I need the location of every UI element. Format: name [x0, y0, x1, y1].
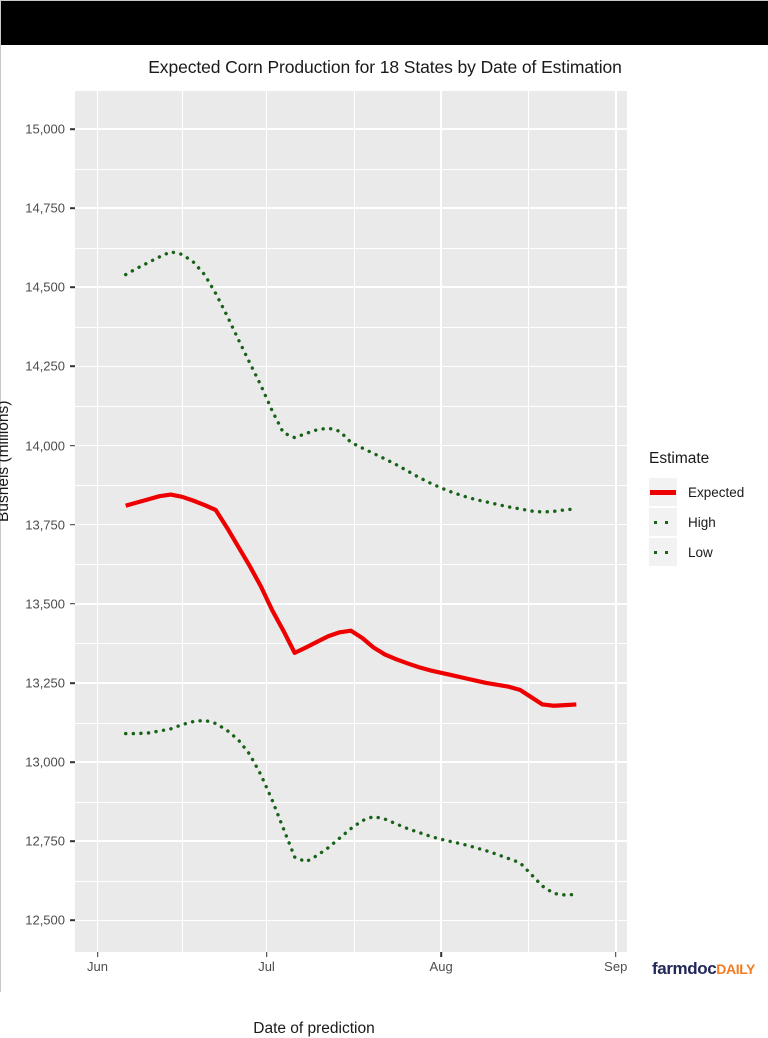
gridline-horizontal-major	[75, 128, 627, 130]
legend-item-low[interactable]: Low	[649, 537, 767, 567]
y-axis-tick-label: 13,250	[25, 675, 65, 691]
y-axis-tick-mark	[70, 207, 75, 209]
y-axis-tick-mark	[70, 128, 75, 130]
gridline-vertical-major	[265, 91, 268, 952]
gridline-vertical-minor	[182, 91, 184, 952]
y-axis-tick-mark	[70, 444, 75, 447]
top-black-bar	[1, 1, 768, 45]
gridline-horizontal-major	[75, 603, 627, 605]
chart-figure: Expected Corn Production for 18 States b…	[0, 45, 768, 1037]
legend-key-swatch	[649, 478, 677, 506]
y-axis-tick-mark	[70, 840, 75, 842]
legend-dot	[654, 520, 657, 524]
legend-items: Expected High Low	[649, 477, 767, 567]
gridline-horizontal-major	[75, 840, 627, 842]
x-axis-tick-label: Sep	[604, 959, 628, 974]
y-axis-tick-label: 12,500	[25, 912, 65, 928]
x-axis-tick-label: Jun	[87, 959, 108, 974]
gridline-vertical-major	[614, 91, 617, 952]
gridline-horizontal-minor	[75, 326, 627, 328]
legend-dot	[665, 520, 668, 524]
plot-lines	[123, 250, 579, 897]
gridline-horizontal-minor	[75, 643, 627, 645]
y-axis-tick-mark	[70, 286, 75, 289]
gridline-vertical-major	[440, 91, 442, 952]
x-axis-tick-label: Jul	[258, 959, 275, 974]
legend-key-swatch	[649, 508, 677, 536]
gridline-horizontal-major	[75, 365, 627, 368]
gridline-horizontal-major	[75, 286, 627, 289]
gridline-horizontal-minor	[75, 880, 627, 882]
y-axis-tick-label: 14,250	[25, 358, 65, 374]
y-axis-tick-mark	[70, 761, 75, 763]
chart-title: Expected Corn Production for 18 States b…	[148, 57, 622, 77]
gridline-horizontal-minor	[75, 801, 627, 803]
y-axis-tick-mark	[70, 919, 75, 922]
x-axis-tick-mark	[440, 952, 442, 957]
gridline-horizontal-minor	[75, 564, 627, 566]
legend-dot	[665, 550, 668, 554]
y-axis-tick-label: 14,000	[25, 438, 65, 454]
series-line-expected	[125, 492, 577, 708]
gridline-horizontal-major	[75, 682, 627, 684]
gridline-horizontal-minor	[75, 405, 627, 407]
y-axis-tick-label: 12,750	[25, 833, 65, 849]
legend-title: Estimate	[649, 450, 710, 467]
y-axis-tick-mark	[70, 682, 75, 684]
gridline-vertical-minor	[528, 91, 530, 952]
x-axis-tick-mark	[614, 952, 617, 957]
y-axis-tick-label: 13,500	[25, 596, 65, 612]
y-axis-tick-mark	[70, 603, 75, 605]
gridline-horizontal-major	[75, 761, 627, 763]
logo-suffix-text: DAILY	[716, 961, 755, 977]
series-line-low	[123, 718, 579, 897]
x-axis-label: Date of prediction	[253, 1020, 375, 1037]
gridline-horizontal-major	[75, 444, 627, 447]
legend: Estimate Expected High Low	[649, 450, 767, 567]
legend-item-expected[interactable]: Expected	[649, 477, 767, 507]
y-axis-tick-label: 14,750	[25, 200, 65, 216]
farmdoc-daily-logo: farmdocDAILY	[652, 959, 755, 979]
legend-item-label: High	[688, 514, 716, 530]
legend-dot	[654, 550, 657, 554]
gridline-horizontal-minor	[75, 247, 627, 249]
gridline-horizontal-minor	[75, 168, 627, 170]
logo-main-text: farmdoc	[652, 959, 717, 978]
legend-item-label: Expected	[688, 484, 745, 500]
legend-solid-line-icon	[650, 490, 676, 495]
plot-panel	[75, 91, 627, 952]
gridline-horizontal-major	[75, 919, 627, 922]
y-axis-tick-label: 15,000	[25, 121, 65, 137]
legend-dotted-line-icon	[650, 550, 676, 554]
legend-item-high[interactable]: High	[649, 507, 767, 537]
legend-dotted-line-icon	[650, 520, 676, 524]
x-axis-tick-mark	[265, 952, 268, 957]
legend-item-label: Low	[688, 544, 713, 560]
y-axis-tick-label: 14,500	[25, 279, 65, 295]
gridline-horizontal-minor	[75, 722, 627, 724]
y-axis-tick-label: 13,750	[25, 517, 65, 533]
y-axis-tick-mark	[70, 523, 75, 526]
y-axis-tick-label: 13,000	[25, 754, 65, 770]
gridline-horizontal-minor	[75, 485, 627, 487]
gridline-horizontal-major	[75, 207, 627, 209]
series-line-high	[123, 250, 579, 514]
legend-key-swatch	[649, 538, 677, 566]
y-axis-label: Bushels (millions)	[0, 400, 12, 522]
gridline-vertical-minor	[353, 91, 355, 952]
gridline-horizontal-major	[75, 523, 627, 526]
gridline-vertical-major	[96, 91, 99, 952]
x-axis-tick-label: Aug	[429, 959, 453, 974]
x-axis-tick-mark	[96, 952, 99, 957]
y-axis-tick-mark	[70, 365, 75, 368]
